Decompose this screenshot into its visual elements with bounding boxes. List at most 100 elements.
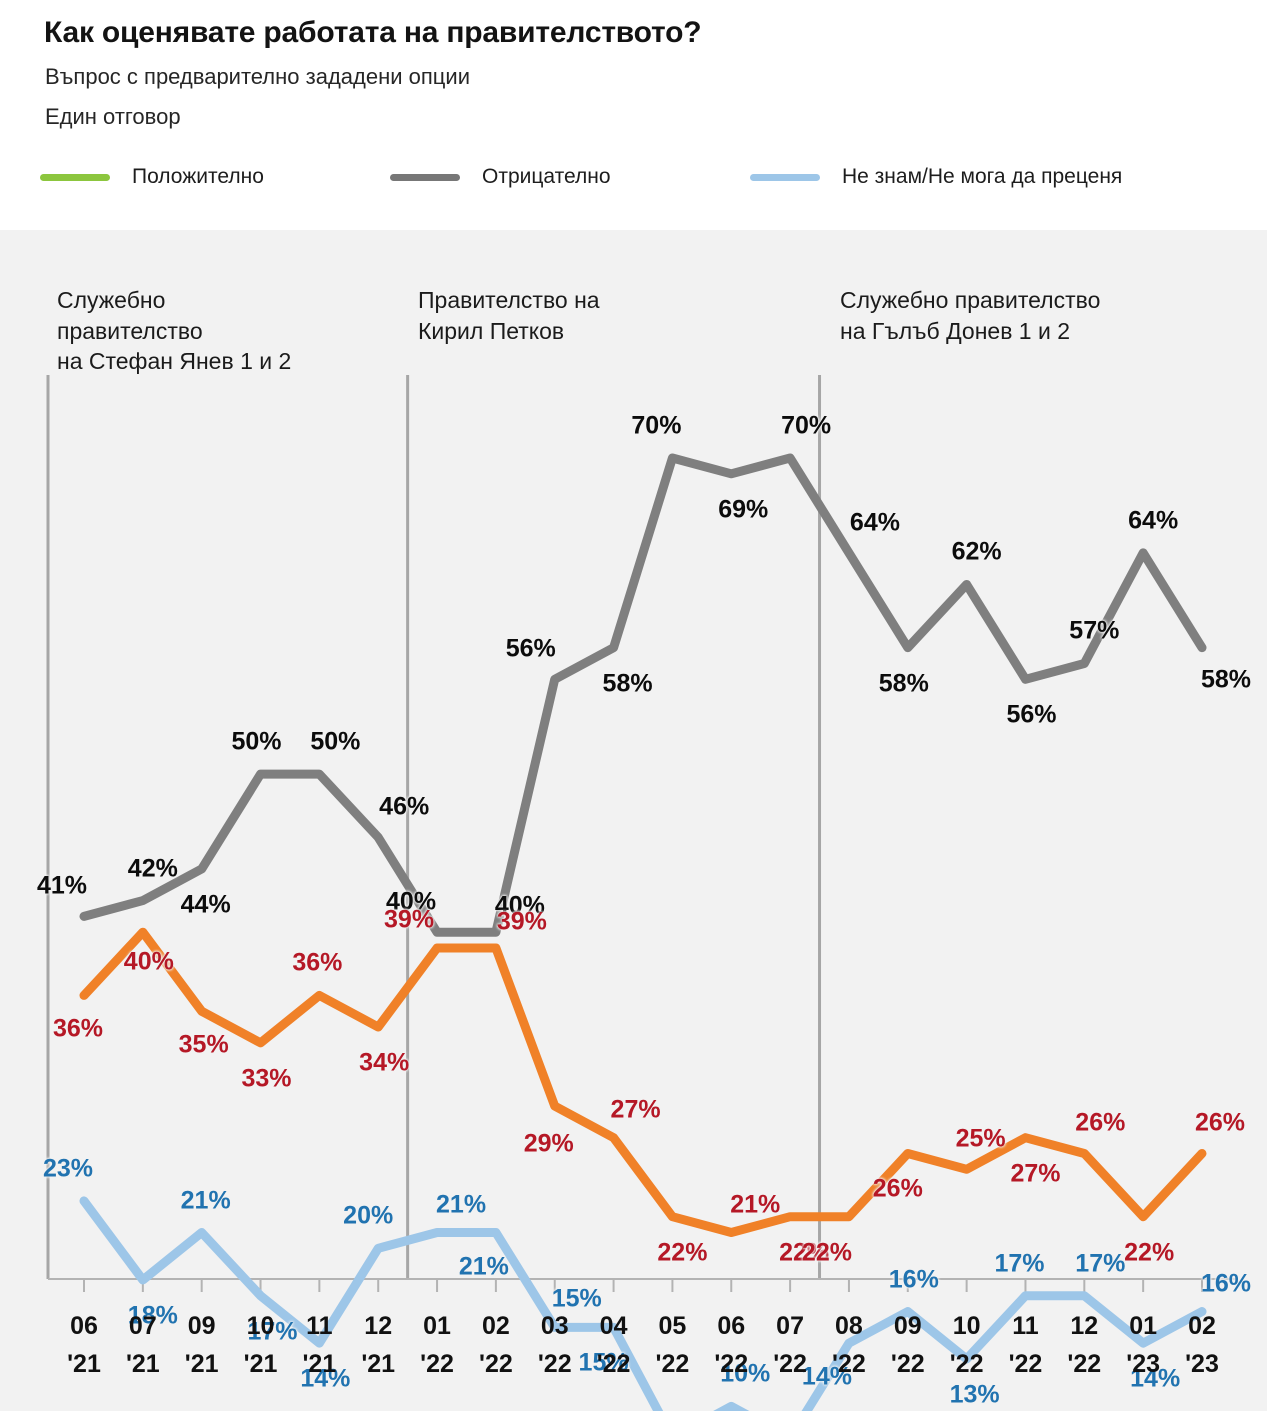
x-axis-tick-label: 05'22 (656, 1307, 690, 1383)
tick-year: '22 (1008, 1350, 1043, 1378)
data-label: 58% (878, 669, 929, 698)
section-caption-yanev: Служебно правителство на Стефан Янев 1 и… (57, 287, 292, 375)
data-label: 33% (241, 1064, 292, 1093)
tick-year: '22 (479, 1350, 513, 1378)
x-axis-tick-label: 06'21 (67, 1307, 101, 1383)
data-label: 40% (123, 947, 174, 976)
legend-label-dontknow: Не знам/Не мога да преценя (842, 165, 1123, 188)
data-label: 69% (718, 495, 769, 524)
tick-month: 01 (423, 1312, 451, 1340)
tick-year: '22 (714, 1350, 749, 1378)
data-label: 14% (300, 1364, 351, 1393)
x-axis-tick-label: 01'22 (420, 1307, 454, 1383)
x-axis-tick-label: 12'21 (361, 1307, 395, 1383)
data-label: 46% (379, 792, 430, 821)
data-label: 22% (1124, 1238, 1175, 1267)
x-axis-tick-label: 03'22 (538, 1307, 572, 1383)
tick-year: '21 (243, 1350, 278, 1378)
tick-month: 12 (1070, 1312, 1099, 1340)
data-label: 14% (801, 1362, 852, 1391)
data-label: 27% (610, 1095, 661, 1124)
x-axis-tick-label: 08'22 (832, 1307, 866, 1383)
x-axis-tick-label: 06'22 (714, 1307, 748, 1383)
tick-month: 08 (835, 1312, 863, 1340)
tick-year: '21 (361, 1350, 396, 1378)
data-label: 10% (720, 1359, 771, 1388)
data-label: 50% (310, 727, 361, 756)
tick-month: 10 (246, 1312, 275, 1340)
data-label: 22% (779, 1238, 830, 1267)
data-label: 17% (1075, 1249, 1126, 1278)
data-label: 13% (949, 1380, 1000, 1409)
tick-month: 11 (306, 1312, 333, 1340)
tick-month: 07 (128, 1312, 157, 1340)
tick-month: 02 (481, 1312, 510, 1340)
tick-year: '22 (420, 1350, 454, 1378)
x-axis-tick-label: 02'23 (1185, 1307, 1219, 1383)
x-axis-tick-label: 04'22 (597, 1307, 631, 1383)
tick-year: '23 (1126, 1350, 1161, 1378)
tick-year: '22 (655, 1350, 690, 1378)
tick-month: 09 (893, 1312, 922, 1340)
x-axis-tick-label: 12'22 (1067, 1307, 1101, 1383)
tick-month: 09 (187, 1312, 216, 1340)
data-label: 39% (384, 905, 435, 934)
data-label: 70% (781, 411, 832, 440)
subtitle-line-1: Въпрос с предварително зададени опции (45, 64, 470, 89)
data-label: 21% (180, 1186, 231, 1215)
data-label: 17% (247, 1317, 298, 1346)
data-label: 26% (872, 1174, 923, 1203)
legend-label-positive: Положително (132, 165, 264, 188)
data-label: 21% (436, 1190, 487, 1219)
data-label: 41% (36, 871, 88, 900)
data-label: 18% (127, 1301, 178, 1330)
legend-label-negative: Отрицателно (482, 165, 611, 188)
tick-month: 07 (776, 1312, 804, 1340)
data-label: 22% (801, 1238, 852, 1267)
line-swatch-icon (750, 173, 820, 181)
chart-header: Как оценявате работата на правителството… (0, 0, 1267, 222)
data-label: 62% (951, 537, 1002, 566)
tick-year: '21 (302, 1350, 337, 1378)
section-caption-petkov: Правителство на Кирил Петков (418, 287, 600, 344)
data-label: 64% (849, 508, 900, 537)
legend-item-positive[interactable]: Положително (40, 160, 264, 194)
data-label: 17% (994, 1249, 1045, 1278)
tick-year: '22 (832, 1350, 866, 1378)
x-axis-tick-label: 10'22 (950, 1307, 984, 1383)
chart-svg (46, 375, 1238, 1411)
tick-month: 04 (599, 1312, 628, 1340)
data-label: 39% (496, 907, 547, 936)
tick-month: 02 (1188, 1312, 1216, 1340)
line-chart-plot (0, 230, 1267, 1411)
tick-month: 05 (658, 1312, 687, 1340)
data-label: 56% (1006, 700, 1057, 729)
data-label: 36% (292, 948, 343, 977)
tick-year: '22 (890, 1350, 925, 1378)
data-label: 22% (657, 1238, 708, 1267)
x-axis-tick-label: 09'21 (185, 1307, 219, 1383)
data-label: 50% (231, 727, 282, 756)
data-label: 14% (1130, 1364, 1181, 1393)
tick-year: '22 (949, 1350, 984, 1378)
data-label: 70% (631, 411, 682, 440)
subtitle-line-2: Един отговор (45, 104, 181, 129)
legend-item-dontknow[interactable]: Не знам/Не мога да преценя (750, 160, 1122, 194)
data-label: 29% (523, 1129, 574, 1158)
data-label: 23% (42, 1154, 94, 1183)
tick-year: '21 (184, 1350, 219, 1378)
data-label: 26% (1194, 1108, 1246, 1137)
data-label: 15% (578, 1348, 629, 1377)
legend-item-negative[interactable]: Отрицателно (390, 160, 611, 194)
tick-month: 03 (540, 1312, 569, 1340)
tick-month: 06 (717, 1312, 746, 1340)
data-label: 56% (505, 634, 556, 663)
tick-month: 06 (70, 1312, 98, 1340)
data-label: 42% (127, 854, 178, 883)
tick-month: 10 (952, 1312, 981, 1340)
tick-year: '22 (773, 1350, 807, 1378)
data-label: 26% (1075, 1108, 1126, 1137)
data-label: 16% (888, 1265, 939, 1294)
data-label: 34% (359, 1048, 410, 1077)
x-axis-tick-label: 11'21 (302, 1307, 336, 1383)
